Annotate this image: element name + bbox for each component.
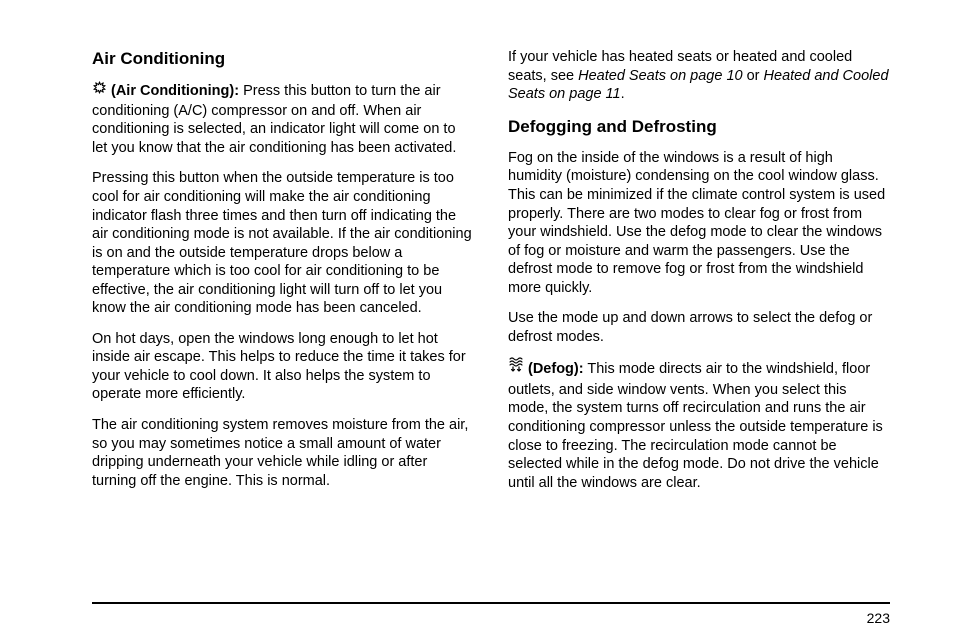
footer-rule: [92, 602, 890, 604]
page-number: 223: [867, 610, 890, 626]
manual-page: Air Conditioning (Air Conditioning): Pre…: [0, 0, 954, 492]
paragraph-ac-cool-temp: Pressing this button when the outside te…: [92, 169, 474, 317]
paragraph-mode-arrows: Use the mode up and down arrows to selec…: [508, 309, 890, 346]
ac-label: (Air Conditioning):: [111, 83, 239, 99]
paragraph-ac-hot-days: On hot days, open the windows long enoug…: [92, 330, 474, 404]
heading-air-conditioning: Air Conditioning: [92, 48, 474, 69]
defog-body: This mode directs air to the windshield,…: [508, 361, 883, 490]
heading-defogging: Defogging and Defrosting: [508, 116, 890, 137]
ref-end: .: [621, 86, 625, 102]
left-column: Air Conditioning (Air Conditioning): Pre…: [92, 48, 474, 492]
defog-label: (Defog):: [528, 361, 584, 377]
paragraph-ac-moisture: The air conditioning system removes mois…: [92, 416, 474, 490]
paragraph-heated-seats-ref: If your vehicle has heated seats or heat…: [508, 48, 890, 104]
defog-icon: [508, 356, 524, 379]
paragraph-ac-intro: (Air Conditioning): Press this button to…: [92, 81, 474, 157]
paragraph-defog-mode: (Defog): This mode directs air to the wi…: [508, 358, 890, 492]
snowflake-icon: [92, 80, 107, 101]
paragraph-fog-explain: Fog on the inside of the windows is a re…: [508, 149, 890, 297]
ref-heated-seats: Heated Seats on page 10: [578, 68, 742, 84]
ref-or: or: [743, 68, 764, 84]
right-column: If your vehicle has heated seats or heat…: [508, 48, 890, 492]
